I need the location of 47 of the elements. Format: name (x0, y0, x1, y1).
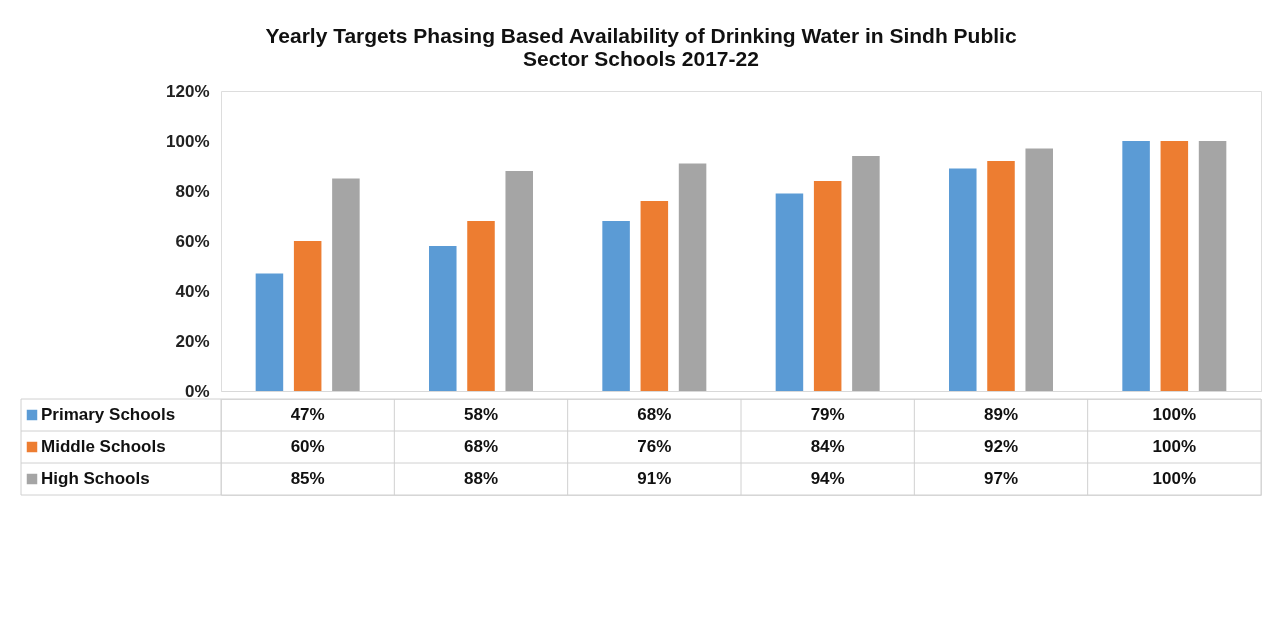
chart-title: Yearly Targets Phasing Based Availability of Drinking Water in Sindh Public Sector Schools 2017-22 (265, 23, 1017, 70)
bar (775, 193, 804, 391)
bar (813, 181, 842, 391)
data-label: 100% (1152, 405, 1197, 424)
bar (852, 156, 880, 391)
bar (1025, 148, 1053, 391)
bar (467, 221, 495, 391)
data-label: 85% (290, 469, 325, 488)
bar (987, 161, 1015, 391)
legend-label: Middle Schools (41, 437, 166, 456)
bar (505, 171, 533, 391)
data-label: 68% (463, 437, 499, 456)
y-tick-label: 120% (166, 81, 210, 101)
data-label: 84% (810, 437, 845, 456)
bar (1160, 141, 1189, 391)
data-label: 100% (1152, 437, 1197, 456)
data-label: 60% (290, 437, 325, 456)
y-tick-label: 80% (175, 181, 210, 201)
legend-label: Primary Schools (41, 405, 176, 424)
data-label: 94% (810, 469, 845, 488)
data-label: 47% (290, 405, 325, 424)
data-label: 100% (1152, 469, 1197, 488)
data-label: 76% (637, 437, 672, 456)
bar (640, 201, 669, 391)
bar (949, 168, 977, 391)
data-label: 58% (463, 405, 499, 424)
legend-label: High Schools (41, 469, 150, 488)
data-label: 68% (637, 405, 672, 424)
y-tick-label: 100% (166, 131, 210, 151)
data-label: 92% (983, 437, 1019, 456)
bar (602, 221, 630, 391)
data-label: 89% (983, 405, 1019, 424)
bar (1122, 141, 1150, 391)
bar (293, 241, 322, 391)
bar (332, 178, 360, 391)
y-tick-label: 0% (184, 381, 210, 401)
bar (255, 273, 284, 391)
y-tick-label: 40% (175, 281, 210, 301)
data-label: 91% (637, 469, 672, 488)
data-label: 79% (810, 405, 845, 424)
y-tick-label: 60% (175, 231, 210, 251)
bar (678, 163, 707, 391)
data-label: 97% (983, 469, 1019, 488)
bar (429, 246, 457, 391)
data-label: 88% (463, 469, 499, 488)
bar (1198, 141, 1227, 391)
y-tick-label: 20% (175, 331, 210, 351)
